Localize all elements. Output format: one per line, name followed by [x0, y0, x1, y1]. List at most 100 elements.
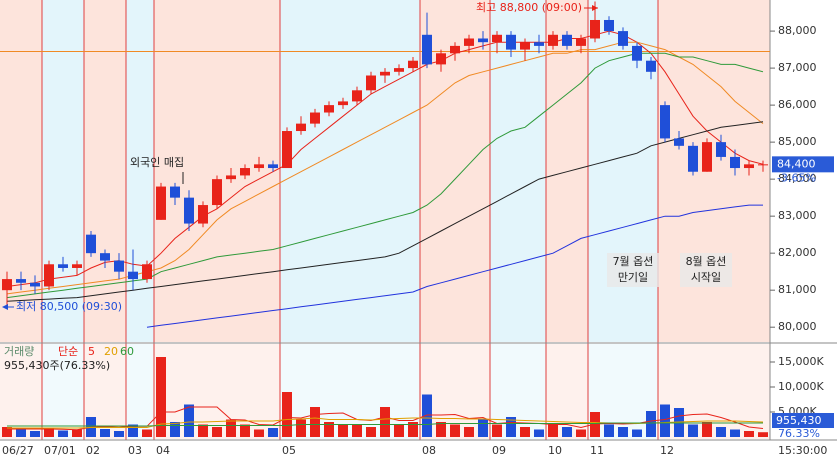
volume-bar	[646, 411, 656, 437]
legend-entry: 5	[88, 345, 95, 358]
day-band	[0, 344, 42, 439]
candle-body	[366, 75, 376, 91]
candle-body	[576, 38, 586, 46]
volume-bar	[380, 407, 390, 437]
x-tick-label: 10	[548, 444, 562, 457]
candle-body	[44, 264, 54, 287]
note-box	[680, 253, 732, 287]
candle-body	[716, 142, 726, 157]
volume-bar	[58, 430, 68, 437]
candle-body	[590, 19, 600, 39]
candle-body	[324, 105, 334, 113]
x-tick-label: 03	[128, 444, 142, 457]
volume-bar	[72, 429, 82, 437]
volume-bar	[450, 424, 460, 437]
volume-bar	[128, 424, 138, 437]
x-tick-label: 12	[660, 444, 674, 457]
volume-title: 거래량	[4, 345, 34, 358]
volume-bar	[296, 419, 306, 437]
candle-body	[86, 234, 96, 254]
day-band	[546, 0, 588, 342]
volume-ma-line	[7, 422, 763, 427]
y-tick-label: 86,000	[778, 98, 817, 111]
candle-body	[758, 164, 768, 166]
note-line: 시작일	[691, 270, 721, 284]
volume-status: 955,430주(76.33%)	[4, 359, 110, 372]
candle-body	[548, 34, 558, 46]
x-tick-label: 05	[282, 444, 296, 457]
volume-bar	[254, 429, 264, 437]
low-annotation: 최저 80,500 (09:30)	[16, 300, 122, 313]
volume-bar	[282, 392, 292, 437]
volume-bar	[618, 427, 628, 437]
candle-body	[72, 264, 82, 268]
y-tick-label: 80,000	[778, 320, 817, 333]
volume-bar	[338, 424, 348, 437]
ratio-label: 76.33%	[778, 427, 820, 440]
candle-body	[702, 142, 712, 172]
volume-bar	[240, 424, 250, 437]
x-tick-label: 09	[492, 444, 506, 457]
volume-bar	[730, 429, 740, 437]
volume-bar	[758, 432, 768, 437]
candle-body	[534, 42, 544, 46]
candle-body	[464, 38, 474, 46]
x-tick-label: 02	[86, 444, 100, 457]
volume-bar	[366, 427, 376, 437]
candle-body	[520, 42, 530, 50]
volume-bar	[436, 422, 446, 437]
candle-body	[394, 68, 404, 72]
volume-bar	[744, 431, 754, 437]
candle-body	[506, 34, 516, 50]
y-tick-label: 85,000	[778, 135, 817, 148]
candle-body	[254, 164, 264, 169]
day-band	[490, 0, 546, 342]
volume-bar	[156, 357, 166, 437]
foreign-annotation: 외국인 매집	[130, 156, 184, 169]
candle-body	[380, 71, 390, 76]
candle-body	[240, 168, 250, 176]
volume-bar	[464, 427, 474, 437]
candle-body	[660, 105, 670, 139]
candle-body	[604, 19, 614, 32]
day-band	[126, 0, 154, 342]
last-price-box	[772, 156, 834, 173]
volume-bar	[170, 422, 180, 437]
candle-body	[730, 156, 740, 169]
candle-body	[338, 101, 348, 106]
volume-bar	[548, 424, 558, 437]
volume-bar	[142, 429, 152, 437]
x-tick-label: 11	[590, 444, 604, 457]
last-volume-label: 955,430	[776, 414, 822, 427]
candle-body	[436, 53, 446, 65]
volume-bar	[310, 407, 320, 437]
day-band	[42, 344, 84, 439]
candle-body	[30, 282, 40, 287]
candle-body	[478, 38, 488, 43]
candle-body	[184, 197, 194, 224]
volume-bar	[478, 419, 488, 437]
volume-bar	[562, 427, 572, 437]
candle-body	[646, 60, 656, 72]
volume-bar	[30, 431, 40, 437]
y-tick-label: 87,000	[778, 61, 817, 74]
note-line: 8월 옵션	[686, 255, 727, 268]
volume-bar	[198, 424, 208, 437]
volume-bar	[422, 394, 432, 437]
candle-body	[268, 164, 278, 169]
volume-bar	[716, 427, 726, 437]
y-tick-label: 10,000K	[778, 380, 824, 393]
volume-bar	[688, 424, 698, 437]
candle-body	[618, 31, 628, 46]
legend-entry: 20	[104, 345, 118, 358]
volume-bar	[2, 427, 12, 437]
volume-bar	[16, 429, 26, 437]
volume-bar	[408, 422, 418, 437]
candle-body	[170, 186, 180, 198]
y-tick-label: 88,000	[778, 24, 817, 37]
volume-bar	[226, 419, 236, 437]
candle-body	[562, 34, 572, 46]
candle-body	[688, 145, 698, 172]
candle-body	[296, 123, 306, 132]
day-band	[126, 344, 154, 439]
